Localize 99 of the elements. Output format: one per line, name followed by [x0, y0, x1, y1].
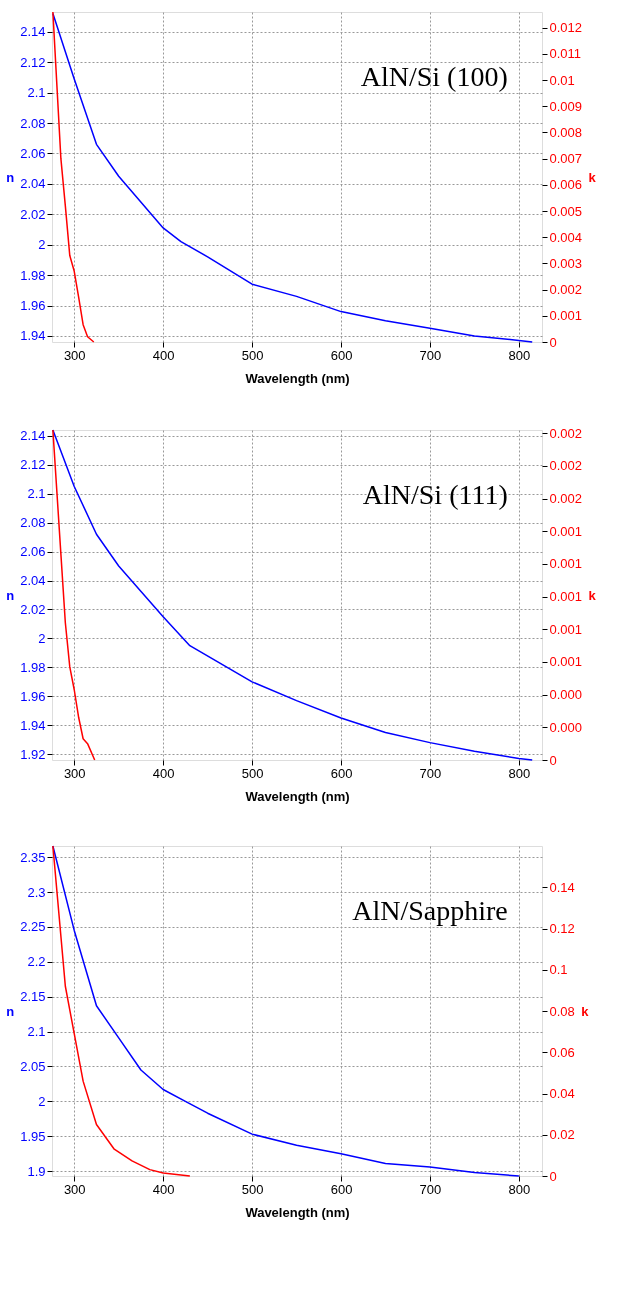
y2-tick-label: 0.000: [549, 719, 583, 735]
y2-tick-label: 0.02: [549, 1127, 575, 1143]
x-axis-title: Wavelength (nm): [245, 788, 350, 804]
x-tick-label: 800: [508, 347, 531, 363]
y-axis-title: n: [6, 169, 15, 185]
y-tick-label: 2: [38, 630, 46, 646]
y-axis-title: n: [6, 1003, 15, 1019]
y-tick-label: 2.06: [20, 544, 46, 560]
y2-tick-label: 0.002: [549, 491, 583, 507]
y-tick-label: 2.14: [20, 428, 46, 444]
x-axis-title: Wavelength (nm): [245, 370, 350, 386]
y-tick-label: 2.08: [20, 115, 46, 131]
y2-tick-label: 0.08: [549, 1003, 575, 1019]
y2-tick-label: 0.14: [549, 879, 575, 895]
y2-tick-label: 0.002: [549, 282, 583, 298]
y-tick-label: 2.05: [20, 1058, 46, 1074]
x-tick-label: 500: [241, 765, 264, 781]
y-tick-label: 2: [38, 237, 46, 253]
y-tick-label: 2.35: [20, 849, 46, 865]
y2-tick-label: 0.12: [549, 921, 575, 936]
y2-tick-label: 0.006: [549, 177, 583, 193]
x-axis-title: Wavelength (nm): [245, 1204, 350, 1220]
x-tick-label: 700: [419, 347, 442, 363]
x-tick-label: 400: [152, 1181, 175, 1197]
y-tick-label: 2.02: [20, 601, 46, 617]
y2-tick-label: 0.001: [549, 556, 583, 572]
y2-axis-title: k: [588, 169, 597, 185]
x-tick-label: 600: [330, 765, 353, 781]
y2-tick-label: 0.01: [549, 72, 575, 88]
y-tick-label: 1.98: [20, 267, 46, 283]
y2-tick-label: 0.009: [549, 98, 583, 114]
y-axis-title: n: [6, 587, 15, 603]
x-tick-label: 600: [330, 1181, 353, 1197]
y-tick-label: 2.1: [27, 85, 46, 101]
y2-tick-label: 0.003: [549, 255, 583, 271]
y2-tick-label: 0.007: [549, 151, 583, 167]
y-tick-label: 2.02: [20, 206, 46, 222]
y2-tick-label: 0: [549, 334, 557, 350]
x-tick-label: 400: [152, 347, 175, 363]
x-tick-label: 400: [152, 765, 175, 781]
y2-tick-label: 0.012: [549, 20, 583, 36]
line-series: [52, 11, 95, 343]
y-tick-label: 1.9: [27, 1163, 46, 1179]
annotation: AlN/Sapphire: [352, 895, 508, 926]
y2-tick-label: 0.06: [549, 1044, 575, 1060]
y-tick-label: 2.12: [20, 54, 46, 70]
y-tick-label: 1.98: [20, 659, 46, 675]
y-tick-label: 1.95: [20, 1128, 46, 1144]
line-series: [52, 429, 533, 761]
annotation: AlN/Si (111): [362, 479, 508, 510]
y-tick-label: 1.92: [20, 746, 46, 762]
y-tick-label: 1.96: [20, 688, 46, 704]
y2-tick-label: 0.011: [549, 46, 582, 62]
y2-tick-label: 0.008: [549, 124, 583, 140]
x-tick-label: 800: [508, 1181, 531, 1197]
y2-tick-label: 0.000: [549, 687, 583, 703]
line-series: [52, 845, 191, 1177]
y-tick-label: 2.3: [27, 884, 46, 900]
y-tick-label: 2.14: [20, 24, 46, 40]
y2-tick-label: 0: [549, 1168, 557, 1184]
y2-tick-label: 0.004: [549, 229, 583, 245]
x-tick-label: 500: [241, 1181, 264, 1197]
y-tick-label: 1.94: [20, 328, 46, 344]
y2-tick-label: 0.005: [549, 203, 583, 219]
y-tick-label: 1.94: [20, 717, 46, 733]
y2-tick-label: 0.001: [549, 654, 583, 670]
y2-axis-title: k: [588, 587, 597, 603]
y-tick-label: 2.04: [20, 176, 46, 192]
y-tick-label: 2.08: [20, 515, 46, 531]
y2-tick-label: 0.04: [549, 1086, 575, 1101]
y-tick-label: 2.2: [27, 954, 46, 970]
y-tick-label: 2.1: [27, 486, 46, 502]
x-tick-label: 700: [419, 1181, 442, 1197]
x-tick-label: 500: [241, 347, 264, 363]
y-tick-label: 2: [38, 1093, 46, 1109]
y-tick-label: 2.06: [20, 145, 46, 161]
x-tick-label: 600: [330, 347, 353, 363]
y2-tick-label: 0.1: [549, 962, 568, 978]
y2-tick-label: 0.001: [549, 621, 583, 637]
line-series: [52, 429, 96, 761]
x-tick-label: 300: [63, 1181, 86, 1197]
y2-tick-label: 0.001: [549, 589, 583, 605]
y-tick-label: 2.12: [20, 457, 46, 473]
y2-tick-label: 0: [549, 752, 557, 768]
y2-tick-label: 0.001: [549, 523, 583, 539]
x-tick-label: 700: [419, 765, 442, 781]
y-tick-label: 2.04: [20, 573, 46, 589]
y2-axis-title: k: [581, 1003, 590, 1019]
y2-tick-label: 0.002: [549, 458, 583, 474]
y-tick-label: 2.15: [20, 989, 46, 1005]
y2-tick-label: 0.002: [549, 425, 583, 441]
x-tick-label: 300: [63, 765, 86, 781]
y2-tick-label: 0.001: [549, 308, 583, 324]
y-tick-label: 1.96: [20, 298, 46, 313]
x-tick-label: 800: [508, 765, 531, 781]
y-tick-label: 2.25: [20, 919, 46, 935]
annotation: AlN/Si (100): [360, 61, 508, 92]
x-tick-label: 300: [63, 347, 86, 363]
y-tick-label: 2.1: [27, 1024, 46, 1040]
